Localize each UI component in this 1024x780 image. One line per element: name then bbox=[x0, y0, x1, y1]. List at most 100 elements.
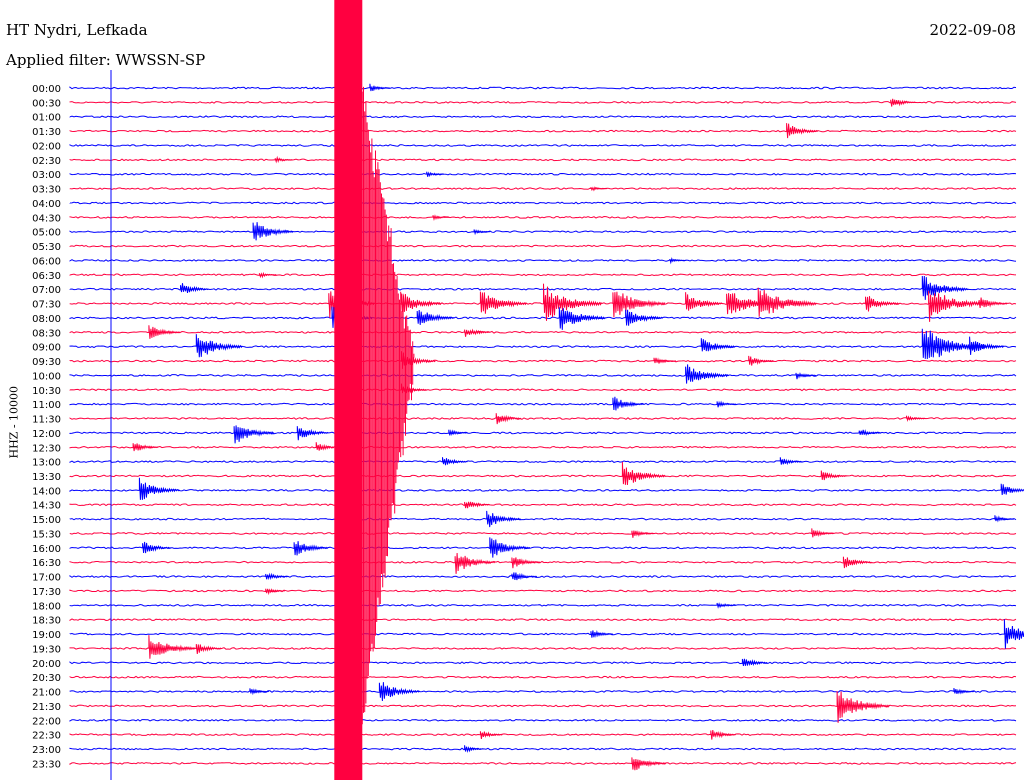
time-tick-label: 10:00 bbox=[32, 371, 61, 382]
trace-row-1800: 18:00 bbox=[32, 601, 1017, 612]
station-title: HT Nydri, Lefkada bbox=[6, 21, 148, 39]
seismic-event bbox=[265, 572, 288, 581]
time-tick-label: 18:30 bbox=[32, 616, 61, 627]
record-date: 2022-09-08 bbox=[929, 21, 1016, 39]
time-tick-label: 01:30 bbox=[32, 127, 61, 138]
trace-line bbox=[69, 733, 1017, 736]
time-tick-label: 08:30 bbox=[32, 328, 61, 339]
trace-row-0430: 04:30 bbox=[32, 213, 1017, 224]
trace-row-1700: 17:00 bbox=[32, 573, 1017, 584]
time-tick-label: 00:00 bbox=[32, 84, 61, 95]
trace-row-0100: 01:00 bbox=[32, 113, 1016, 124]
time-tick-label: 06:30 bbox=[32, 271, 61, 282]
time-tick-label: 13:30 bbox=[32, 472, 61, 483]
seismic-event bbox=[464, 745, 484, 754]
time-tick-label: 12:30 bbox=[32, 443, 61, 454]
trace-row-2030: 20:30 bbox=[32, 673, 1017, 684]
seismic-event bbox=[842, 556, 872, 569]
trace-row-0330: 03:30 bbox=[32, 185, 1017, 196]
trace-line bbox=[69, 718, 1017, 722]
seismic-event bbox=[558, 307, 606, 330]
seismic-event bbox=[621, 461, 666, 486]
seismic-event bbox=[432, 214, 450, 222]
time-tick-label: 20:00 bbox=[32, 659, 61, 670]
time-tick-label: 04:00 bbox=[32, 199, 61, 210]
trace-row-1200: 12:00 bbox=[32, 429, 1017, 440]
seismic-event bbox=[416, 309, 455, 325]
trace-line bbox=[69, 661, 1017, 665]
seismic-event bbox=[757, 287, 817, 317]
trace-line bbox=[69, 589, 1017, 593]
trace-line bbox=[69, 230, 1017, 234]
trace-line bbox=[69, 603, 1017, 607]
seismic-event bbox=[195, 644, 222, 654]
time-tick-label: 22:00 bbox=[32, 716, 61, 727]
time-tick-label: 02:30 bbox=[32, 156, 61, 167]
trace-line bbox=[69, 647, 1017, 650]
seismic-event bbox=[426, 171, 444, 178]
time-tick-label: 21:00 bbox=[32, 688, 61, 699]
seismic-event bbox=[400, 293, 442, 313]
trace-line bbox=[69, 474, 1017, 478]
trace-row-1330: 13:30 bbox=[32, 472, 1017, 483]
seismic-event bbox=[293, 541, 329, 556]
seismic-event bbox=[890, 98, 916, 107]
trace-line bbox=[69, 215, 1017, 219]
trace-line bbox=[69, 330, 1017, 334]
trace-line bbox=[69, 359, 1017, 363]
time-tick-label: 19:00 bbox=[32, 630, 61, 641]
time-tick-label: 17:30 bbox=[32, 587, 61, 598]
time-tick-label: 02:00 bbox=[32, 141, 61, 152]
trace-row-0530: 05:30 bbox=[32, 242, 1017, 253]
seismic-event bbox=[669, 257, 686, 265]
trace-line bbox=[69, 187, 1017, 191]
time-tick-label: 03:00 bbox=[32, 170, 61, 181]
trace-line bbox=[69, 618, 1017, 622]
trace-row-0600: 06:00 bbox=[32, 256, 1017, 267]
trace-row-1400: 14:00 bbox=[32, 486, 1017, 497]
trace-line bbox=[69, 532, 1017, 535]
filter-label: Applied filter: WWSSN-SP bbox=[6, 51, 206, 69]
seismic-event bbox=[716, 602, 737, 609]
trace-line bbox=[69, 402, 1017, 406]
trace-line bbox=[69, 201, 1017, 205]
seismic-event bbox=[590, 186, 607, 192]
seismic-event bbox=[252, 222, 294, 241]
trace-line bbox=[69, 287, 1017, 291]
trace-row-2200: 22:00 bbox=[32, 716, 1017, 727]
seismic-event bbox=[820, 470, 847, 481]
trace-line bbox=[69, 517, 1017, 521]
trace-row-0000: 00:00 bbox=[32, 84, 1017, 95]
time-tick-label: 21:30 bbox=[32, 702, 61, 713]
trace-row-1530: 15:30 bbox=[32, 529, 1017, 540]
trace-line bbox=[69, 244, 1017, 248]
time-tick-label: 11:30 bbox=[32, 415, 61, 426]
trace-row-1730: 17:30 bbox=[32, 587, 1017, 598]
trace-line bbox=[69, 115, 1016, 119]
trace-row-0730: 07:30 bbox=[32, 300, 1017, 311]
trace-row-2330: 23:30 bbox=[32, 759, 1017, 770]
trace-row-2300: 23:00 bbox=[32, 745, 1017, 756]
seismic-event bbox=[473, 229, 491, 236]
trace-line bbox=[69, 747, 1017, 751]
seismic-event bbox=[378, 682, 420, 702]
seismic-event bbox=[486, 510, 522, 528]
seismic-event bbox=[631, 757, 667, 771]
time-tick-label: 00:30 bbox=[32, 98, 61, 109]
trace-row-1900: 19:00 bbox=[32, 630, 1017, 641]
time-tick-label: 10:30 bbox=[32, 386, 61, 397]
time-tick-label: 05:00 bbox=[32, 228, 61, 239]
trace-row-0030: 00:30 bbox=[32, 98, 1017, 109]
time-tick-label: 04:30 bbox=[32, 213, 61, 224]
time-tick-label: 05:30 bbox=[32, 242, 61, 253]
trace-row-0800: 08:00 bbox=[32, 314, 1017, 325]
trace-line bbox=[69, 489, 1017, 492]
trace-line bbox=[69, 374, 1017, 377]
trace-row-2100: 21:00 bbox=[32, 688, 1017, 699]
trace-row-1000: 10:00 bbox=[32, 371, 1017, 382]
seismic-event bbox=[464, 328, 490, 337]
seismic-event bbox=[685, 292, 723, 311]
time-tick-label: 12:00 bbox=[32, 429, 61, 440]
trace-row-0630: 06:30 bbox=[32, 271, 1017, 282]
seismic-event bbox=[612, 291, 666, 318]
